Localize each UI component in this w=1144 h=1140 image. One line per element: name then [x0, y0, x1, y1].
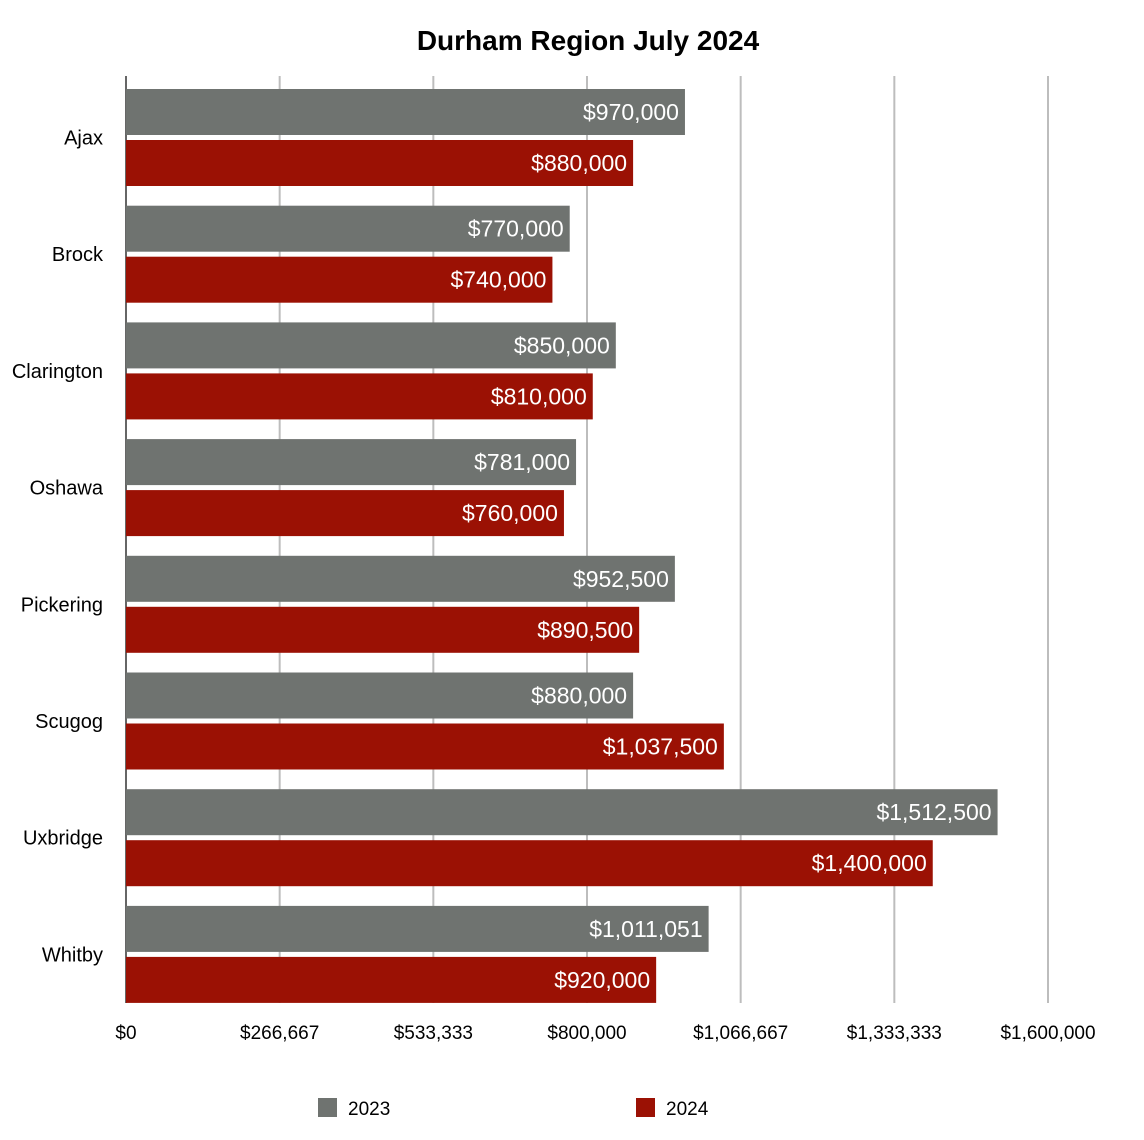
data-label: $1,037,500	[603, 734, 718, 760]
bar-2024-pickering	[126, 606, 640, 653]
data-label: $1,011,051	[589, 916, 702, 942]
category-label: Uxbridge	[23, 828, 103, 850]
data-label: $770,000	[468, 216, 564, 242]
data-label: $760,000	[462, 500, 558, 526]
data-label: $740,000	[450, 267, 546, 293]
category-label: Pickering	[21, 594, 103, 616]
bar-2023-whitby	[126, 905, 709, 952]
data-label: $1,400,000	[812, 850, 927, 876]
x-tick-label: $266,667	[240, 1023, 319, 1044]
bar-2024-clarington	[126, 373, 593, 420]
bar-2024-oshawa	[126, 490, 564, 537]
bar-2023-oshawa	[126, 439, 577, 486]
bar-2024-uxbridge	[126, 840, 933, 887]
chart-title: Durham Region July 2024	[417, 25, 760, 56]
legend-swatch-2024	[636, 1098, 655, 1117]
category-label: Whitby	[42, 944, 103, 966]
category-labels: Ajax Brock Clarington Oshawa Pickering Scugog…	[12, 128, 104, 967]
legend-label-2023: 2023	[348, 1099, 390, 1120]
x-tick-label: $1,333,333	[847, 1023, 942, 1044]
bar-2023-pickering	[126, 555, 675, 602]
bars-layer: $970,000 $880,000 $770,000 $740,000 $850,000…	[126, 89, 998, 1003]
data-label: $970,000	[583, 99, 679, 125]
legend-swatch-2023	[318, 1098, 337, 1117]
data-label: $1,512,500	[876, 799, 991, 825]
x-tick-label: $0	[115, 1023, 136, 1044]
x-tick-label: $533,333	[394, 1023, 473, 1044]
bar-2023-clarington	[126, 322, 616, 369]
data-label: $781,000	[474, 449, 570, 475]
data-label: $810,000	[491, 383, 587, 409]
bar-2023-uxbridge	[126, 789, 998, 836]
legend: 2023 2024	[318, 1098, 709, 1120]
bar-2023-brock	[126, 205, 570, 252]
x-tick-label: $800,000	[547, 1023, 626, 1044]
data-label: $880,000	[531, 683, 627, 709]
bar-2024-ajax	[126, 140, 634, 186]
data-label: $890,500	[537, 617, 633, 643]
bar-2023-ajax	[126, 89, 685, 135]
x-tick-label: $1,600,000	[1000, 1023, 1095, 1044]
bar-2024-brock	[126, 256, 553, 303]
legend-label-2024: 2024	[666, 1099, 709, 1120]
category-label: Clarington	[12, 361, 103, 383]
category-label: Ajax	[64, 128, 103, 150]
bar-2023-scugog	[126, 672, 634, 719]
data-label: $850,000	[514, 332, 610, 358]
x-axis-tick-labels: $0 $266,667 $533,333 $800,000 $1,066,667 $1,3…	[115, 1023, 1095, 1044]
bar-2024-whitby	[126, 956, 657, 1003]
category-label: Oshawa	[30, 478, 104, 500]
data-label: $920,000	[554, 967, 650, 993]
x-tick-label: $1,066,667	[693, 1023, 788, 1044]
category-label: Scugog	[35, 711, 103, 733]
data-label: $880,000	[531, 150, 627, 176]
data-label: $952,500	[573, 566, 669, 592]
bar-2024-scugog	[126, 723, 724, 770]
category-label: Brock	[52, 244, 104, 266]
